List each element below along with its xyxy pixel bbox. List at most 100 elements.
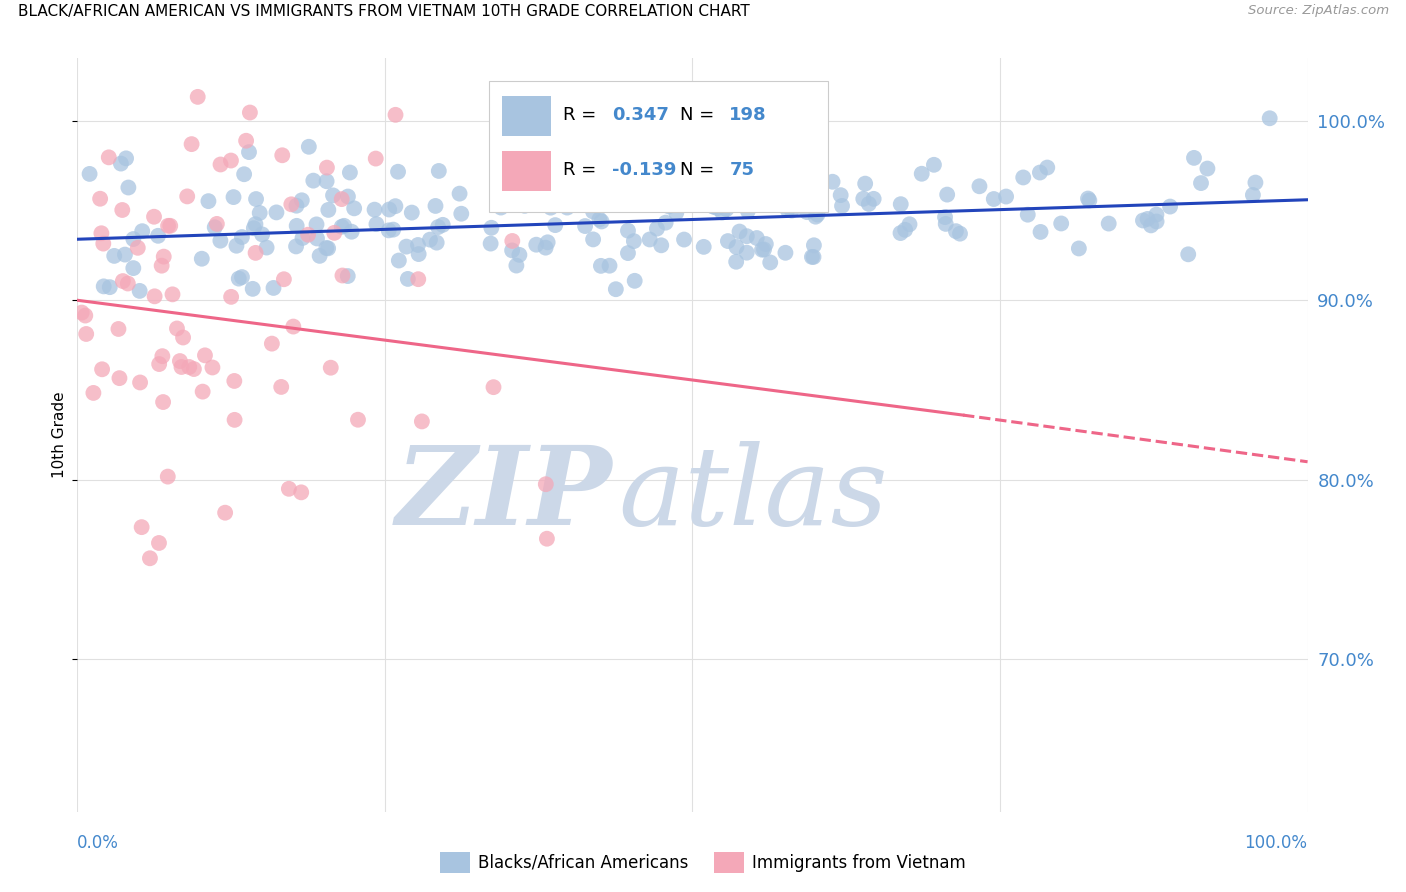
Point (650, 238, 672, 252)
Point (638, 232, 661, 246)
Point (780, 203, 803, 218)
Point (347, 413, 370, 427)
Point (107, 322, 129, 336)
Point (1244, 176, 1267, 190)
Point (250, 227, 273, 242)
Point (540, 201, 562, 215)
Point (89, 192, 111, 206)
Point (302, 174, 325, 188)
Bar (502, 152, 551, 191)
Point (1067, 242, 1090, 256)
Point (541, 162, 564, 177)
Point (725, 254, 748, 268)
Point (197, 194, 219, 208)
Point (228, 271, 250, 285)
Point (831, 199, 853, 213)
Point (396, 272, 419, 286)
Point (717, 234, 740, 248)
Point (779, 171, 801, 186)
Point (898, 217, 921, 231)
Point (146, 228, 169, 243)
Point (191, 252, 214, 266)
Point (225, 238, 247, 252)
Point (1159, 200, 1181, 214)
Point (654, 216, 676, 230)
Point (1144, 208, 1167, 222)
Text: 198: 198 (730, 105, 768, 123)
Point (1036, 161, 1059, 175)
Point (911, 167, 934, 181)
Point (128, 284, 150, 298)
Point (740, 177, 762, 191)
Point (821, 175, 844, 189)
Point (534, 241, 557, 255)
Point (858, 197, 880, 211)
Point (1029, 165, 1052, 179)
Point (245, 217, 267, 231)
Point (209, 157, 232, 171)
Point (665, 184, 688, 198)
Point (332, 268, 354, 283)
Point (1017, 208, 1039, 222)
Bar (502, 96, 551, 136)
Point (706, 201, 728, 215)
Point (166, 321, 188, 335)
Point (574, 219, 596, 233)
Point (1012, 170, 1035, 185)
Point (479, 236, 502, 251)
Point (776, 202, 799, 217)
Point (716, 202, 738, 216)
Point (271, 148, 294, 162)
Point (1029, 225, 1052, 239)
Point (623, 274, 645, 288)
Point (224, 413, 246, 427)
Point (103, 249, 125, 263)
Point (555, 201, 578, 215)
Point (830, 188, 852, 202)
Point (755, 237, 778, 252)
Point (600, 157, 623, 171)
Point (737, 203, 759, 218)
Point (479, 220, 502, 235)
Point (343, 202, 366, 216)
Point (449, 186, 471, 201)
Point (395, 239, 418, 253)
Point (853, 177, 876, 191)
Point (82, 385, 104, 400)
Point (330, 219, 353, 234)
Point (1136, 211, 1159, 226)
Point (270, 380, 292, 394)
Point (170, 359, 193, 374)
Point (157, 219, 180, 233)
Point (245, 245, 267, 260)
Point (425, 199, 447, 213)
Point (183, 362, 205, 376)
Point (1146, 214, 1168, 228)
Point (308, 249, 330, 263)
Point (273, 272, 295, 286)
Point (759, 255, 782, 269)
Point (285, 219, 308, 233)
Point (172, 330, 194, 344)
Point (524, 237, 547, 252)
Point (378, 202, 401, 217)
Point (1258, 112, 1281, 126)
Text: 75: 75 (730, 161, 755, 178)
Point (297, 227, 319, 242)
Point (995, 189, 1018, 203)
Point (243, 221, 266, 235)
Point (1177, 247, 1199, 261)
Point (382, 222, 405, 236)
Point (159, 219, 181, 233)
Point (1197, 161, 1219, 176)
Point (735, 229, 758, 244)
Point (1050, 217, 1073, 231)
Point (589, 169, 612, 184)
Point (489, 201, 512, 215)
Point (323, 226, 346, 240)
Point (263, 281, 285, 295)
Point (162, 287, 184, 301)
Point (387, 165, 409, 179)
Point (775, 245, 797, 260)
Text: N =: N = (681, 161, 720, 178)
